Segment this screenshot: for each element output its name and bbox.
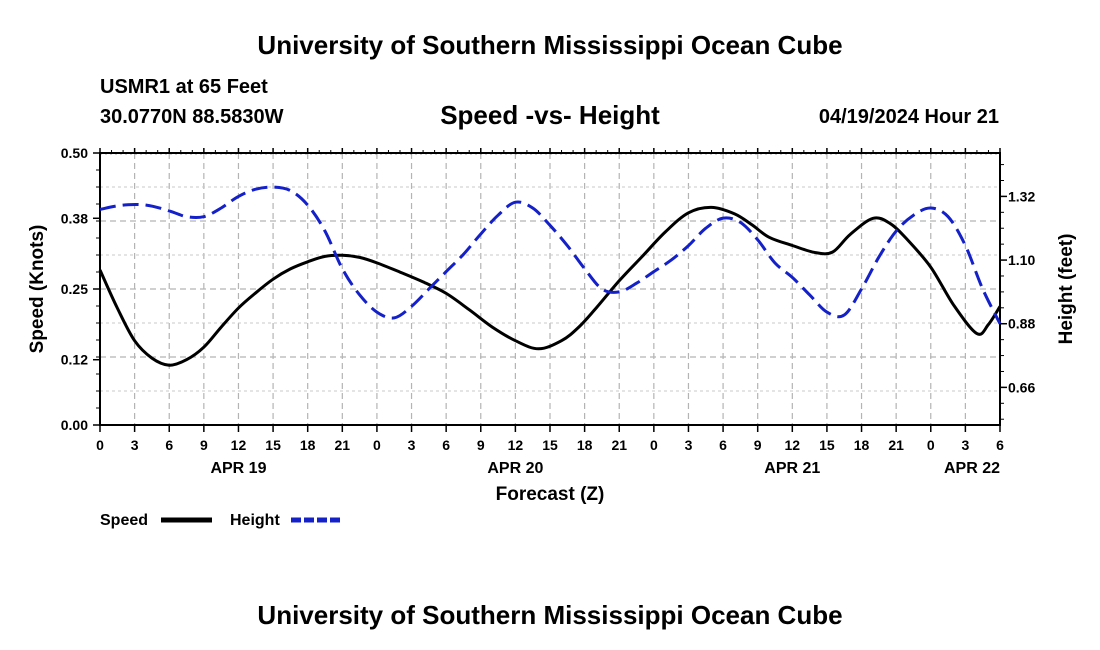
chart-title: Speed -vs- Height (440, 100, 660, 130)
y2-tick-label: 1.10 (1008, 252, 1035, 268)
y-tick-label: 0.12 (61, 352, 88, 368)
y2-tick-label: 0.88 (1008, 316, 1035, 332)
x-tick-label: 15 (819, 437, 835, 453)
x-tick-label: 3 (961, 437, 969, 453)
series-line-height (99, 185, 1002, 325)
y2-tick-label: 0.66 (1008, 379, 1035, 395)
x-tick-label: 3 (131, 437, 139, 453)
x-tick-label: 0 (96, 437, 104, 453)
x-tick-label: 6 (719, 437, 727, 453)
date-label: APR 20 (487, 460, 543, 477)
x-tick-label: 18 (577, 437, 593, 453)
series-line-speed (98, 205, 1002, 367)
date-label: APR 22 (944, 460, 1000, 477)
x-tick-label: 3 (408, 437, 416, 453)
x-tick-label: 12 (231, 437, 247, 453)
y2-tick-label: 1.32 (1008, 188, 1035, 204)
chart-legend: Speed Height (100, 512, 343, 529)
x-tick-label: 0 (373, 437, 381, 453)
main-title: University of Southern Mississippi Ocean… (257, 30, 843, 60)
y-tick-label: 0.38 (61, 210, 88, 226)
station-label: USMR1 at 65 Feet (100, 76, 268, 98)
x-tick-label: 6 (996, 437, 1004, 453)
x-tick-label: 21 (888, 437, 904, 453)
x-tick-label: 6 (442, 437, 450, 453)
y2-axis-title: Height (feet) (1056, 234, 1077, 345)
x-tick-label: 9 (200, 437, 208, 453)
legend-label-speed: Speed (100, 512, 148, 529)
x-tick-label: 6 (165, 437, 173, 453)
x-tick-label: 15 (265, 437, 281, 453)
x-tick-label: 21 (611, 437, 627, 453)
x-axis-title: Forecast (Z) (496, 484, 605, 505)
footer-title: University of Southern Mississippi Ocean… (257, 600, 843, 630)
x-tick-label: 12 (785, 437, 801, 453)
chart-series (98, 185, 1002, 367)
y-tick-label: 0.25 (61, 281, 88, 297)
y-tick-label: 0.00 (61, 417, 88, 433)
chart-grid (100, 152, 1000, 425)
x-tick-label: 9 (754, 437, 762, 453)
x-tick-label: 18 (300, 437, 316, 453)
date-label: APR 21 (764, 460, 820, 477)
axis-labels: 0 3 6 9 12 15 18 21 0 3 6 9 12 15 18 21 0 3 6 9 12 15 18 21 0 3 6 0… (61, 145, 1036, 477)
x-tick-label: 3 (685, 437, 693, 453)
x-tick-label: 12 (508, 437, 524, 453)
forecast-datetime: 04/19/2024 Hour 21 (818, 106, 999, 128)
y-tick-label: 0.50 (61, 145, 88, 161)
x-tick-label: 15 (542, 437, 558, 453)
legend-label-height: Height (230, 512, 280, 529)
station-coordinates: 30.0770N 88.5830W (100, 106, 284, 128)
date-label: APR 19 (210, 460, 266, 477)
x-tick-label: 0 (927, 437, 935, 453)
y-axis-title: Speed (Knots) (27, 225, 48, 354)
x-tick-label: 0 (650, 437, 658, 453)
x-tick-label: 9 (477, 437, 485, 453)
x-tick-label: 18 (854, 437, 870, 453)
axis-ticks (93, 148, 1007, 432)
x-tick-label: 21 (335, 437, 351, 453)
